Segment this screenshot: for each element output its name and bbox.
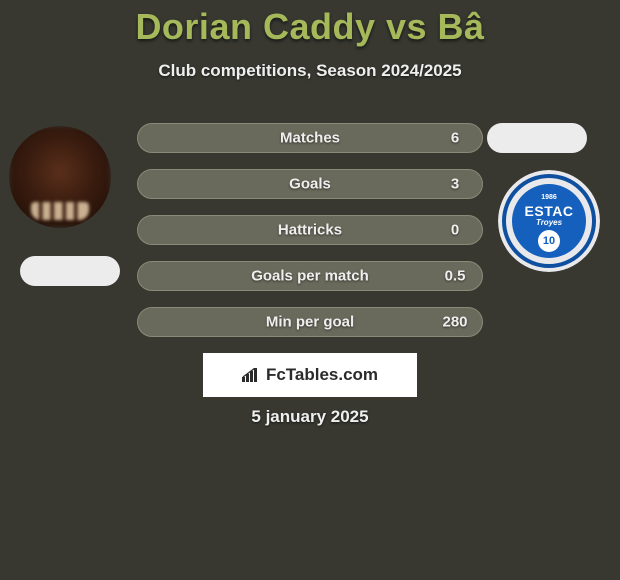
stat-label: Goals — [138, 176, 482, 193]
stat-row: Goals per match 0.5 — [137, 261, 483, 291]
badge-sub: Troyes — [536, 218, 562, 227]
badge-number: 10 — [538, 230, 560, 252]
badge-main: ESTAC — [525, 203, 574, 219]
player-right-avatar: 1986 ESTAC Troyes 10 — [498, 170, 600, 272]
player-left-club-pill — [20, 256, 120, 286]
stat-label: Min per goal — [138, 314, 482, 331]
stat-label: Matches — [138, 130, 482, 147]
stat-row: Hattricks 0 — [137, 215, 483, 245]
stat-right-value: 3 — [440, 176, 470, 193]
badge-year: 1986 — [541, 194, 557, 201]
date-text: 5 january 2025 — [0, 407, 620, 427]
stat-label: Hattricks — [138, 222, 482, 239]
stat-right-value: 6 — [440, 130, 470, 147]
stat-right-value: 280 — [440, 314, 470, 331]
comparison-card: Dorian Caddy vs Bâ Club competitions, Se… — [0, 0, 620, 580]
stats-list: Matches 6 Goals 3 Hattricks 0 Goals per … — [137, 123, 483, 353]
estac-badge: 1986 ESTAC Troyes 10 — [498, 170, 600, 272]
page-subtitle: Club competitions, Season 2024/2025 — [0, 61, 620, 81]
brand-text: FcTables.com — [266, 365, 378, 385]
player-left-avatar — [9, 126, 111, 228]
bar-chart-icon — [242, 368, 260, 382]
page-title: Dorian Caddy vs Bâ — [0, 6, 620, 48]
stat-right-value: 0.5 — [440, 268, 470, 285]
stat-row: Goals 3 — [137, 169, 483, 199]
stat-row: Min per goal 280 — [137, 307, 483, 337]
stat-right-value: 0 — [440, 222, 470, 239]
brand-box[interactable]: FcTables.com — [203, 353, 417, 397]
stat-label: Goals per match — [138, 268, 482, 285]
stat-row: Matches 6 — [137, 123, 483, 153]
player-right-club-pill — [487, 123, 587, 153]
